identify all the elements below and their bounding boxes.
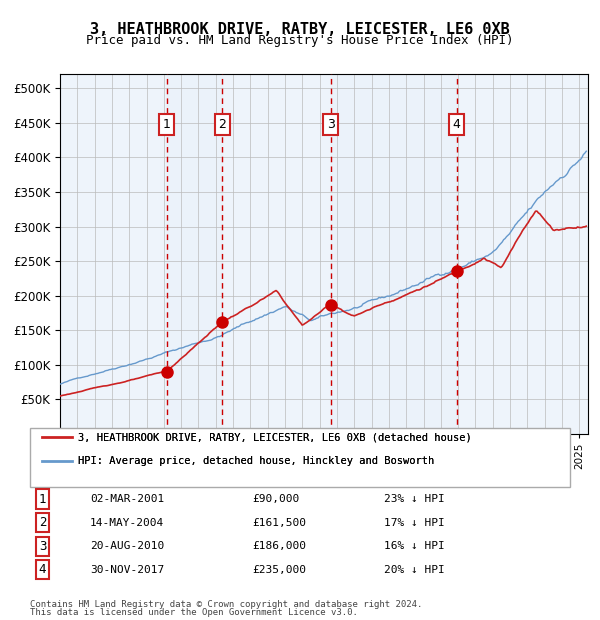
Text: 02-MAR-2001: 02-MAR-2001 xyxy=(90,494,164,504)
Text: 3, HEATHBROOK DRIVE, RATBY, LEICESTER, LE6 0XB (detached house): 3, HEATHBROOK DRIVE, RATBY, LEICESTER, L… xyxy=(78,432,472,442)
Text: 3, HEATHBROOK DRIVE, RATBY, LEICESTER, LE6 0XB: 3, HEATHBROOK DRIVE, RATBY, LEICESTER, L… xyxy=(90,22,510,37)
Text: HPI: Average price, detached house, Hinckley and Bosworth: HPI: Average price, detached house, Hinc… xyxy=(78,456,434,466)
Text: 30-NOV-2017: 30-NOV-2017 xyxy=(90,565,164,575)
Bar xyxy=(167,74,222,434)
Text: Contains HM Land Registry data © Crown copyright and database right 2024.: Contains HM Land Registry data © Crown c… xyxy=(30,600,422,609)
Text: HPI: Average price, detached house, Hinckley and Bosworth: HPI: Average price, detached house, Hinc… xyxy=(78,456,434,466)
Text: 3: 3 xyxy=(327,118,335,131)
Text: 2: 2 xyxy=(218,118,226,131)
Text: 17% ↓ HPI: 17% ↓ HPI xyxy=(384,518,445,528)
Text: 4: 4 xyxy=(453,118,461,131)
Text: £90,000: £90,000 xyxy=(252,494,299,504)
Text: 20% ↓ HPI: 20% ↓ HPI xyxy=(384,565,445,575)
Text: This data is licensed under the Open Government Licence v3.0.: This data is licensed under the Open Gov… xyxy=(30,608,358,617)
Text: 3, HEATHBROOK DRIVE, RATBY, LEICESTER, LE6 0XB (detached house): 3, HEATHBROOK DRIVE, RATBY, LEICESTER, L… xyxy=(78,432,472,442)
Text: 2: 2 xyxy=(39,516,46,529)
Text: Price paid vs. HM Land Registry's House Price Index (HPI): Price paid vs. HM Land Registry's House … xyxy=(86,34,514,47)
Bar xyxy=(331,74,457,434)
Text: £161,500: £161,500 xyxy=(252,518,306,528)
Text: 1: 1 xyxy=(163,118,171,131)
Text: 16% ↓ HPI: 16% ↓ HPI xyxy=(384,541,445,551)
Text: 1: 1 xyxy=(39,493,46,505)
Text: £186,000: £186,000 xyxy=(252,541,306,551)
Text: 23% ↓ HPI: 23% ↓ HPI xyxy=(384,494,445,504)
Text: 20-AUG-2010: 20-AUG-2010 xyxy=(90,541,164,551)
Text: £235,000: £235,000 xyxy=(252,565,306,575)
Text: 14-MAY-2004: 14-MAY-2004 xyxy=(90,518,164,528)
Text: 3: 3 xyxy=(39,540,46,552)
Text: 4: 4 xyxy=(39,564,46,576)
